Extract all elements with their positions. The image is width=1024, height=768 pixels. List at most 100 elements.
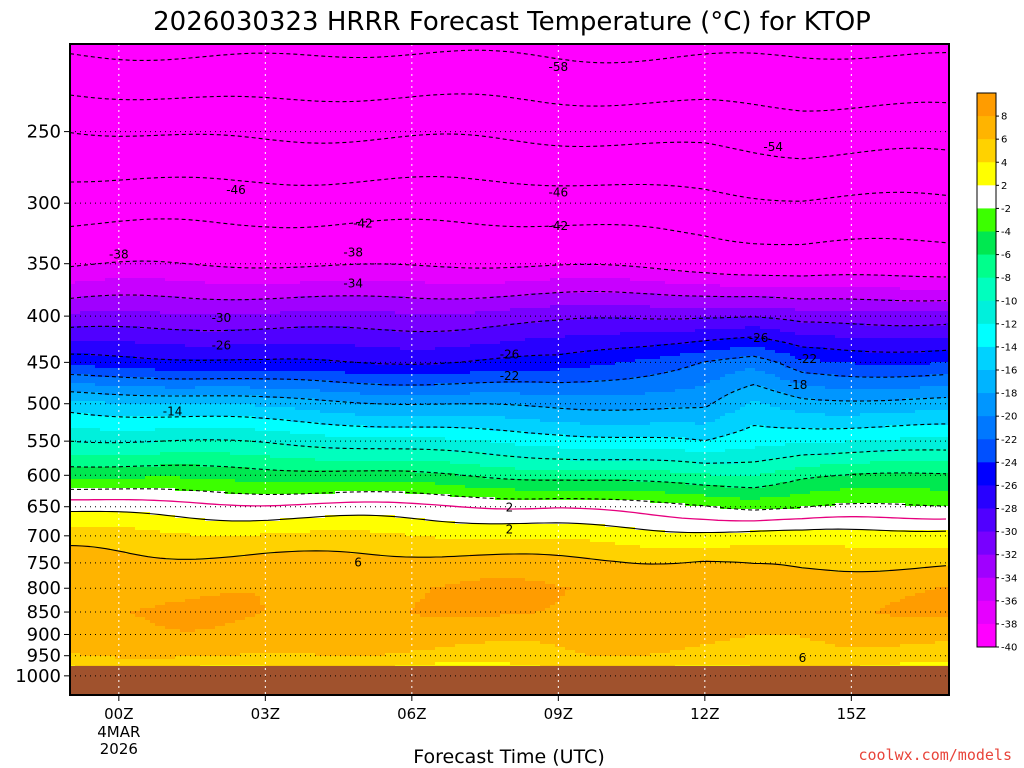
temperature-cell [435,428,441,438]
temperature-cell [430,314,436,333]
temperature-cell [170,560,176,603]
temperature-cell [910,596,916,618]
temperature-cell [310,44,316,267]
temperature-cell [740,275,746,288]
temperature-cell [510,266,516,282]
temperature-cell [785,44,791,276]
temperature-cell [790,332,796,345]
temperature-cell [415,44,421,267]
temperature-cell [910,398,916,414]
temperature-cell [600,524,606,543]
temperature-cell [735,287,741,297]
temperature-cell [335,413,341,426]
temperature-cell [890,275,896,288]
colorbar-label: 2 [1001,181,1007,192]
temperature-cell [85,383,91,393]
temperature-cell [860,299,866,312]
temperature-cell [515,458,521,471]
temperature-cell [245,617,251,654]
temperature-cell [625,461,631,471]
temperature-cell [90,512,96,528]
temperature-cell [805,335,811,348]
temperature-cell [760,545,766,564]
temperature-cell [240,395,246,405]
temperature-cell [620,293,626,306]
temperature-cell [535,446,541,459]
temperature-cell [610,350,616,366]
temperature-cell [930,437,936,450]
temperature-cell [320,380,326,393]
temperature-cell [245,521,251,537]
temperature-cell [450,464,456,474]
contour-label: -18 [788,378,808,392]
temperature-cell [305,266,311,282]
temperature-cell [265,314,271,330]
temperature-cell [575,491,581,501]
temperature-cell [645,449,651,462]
temperature-cell [715,548,721,564]
temperature-cell [530,419,536,435]
temperature-cell [885,311,891,327]
temperature-cell [285,311,291,330]
temperature-cell [750,308,756,318]
temperature-cell [610,266,616,279]
temperature-cell [700,284,706,297]
temperature-cell [705,560,711,645]
temperature-cell [395,491,401,519]
temperature-cell [205,656,211,666]
temperature-cell [605,479,611,492]
temperature-cell [305,446,311,459]
temperature-cell [885,530,891,549]
temperature-cell [425,365,431,375]
colorbar-label: -12 [1001,319,1017,330]
temperature-cell [525,479,531,492]
temperature-cell [625,332,631,348]
temperature-cell [565,335,571,354]
temperature-cell [885,287,891,300]
temperature-cell [410,416,416,429]
temperature-cell [390,263,396,282]
temperature-cell [285,419,291,432]
temperature-cell [670,473,676,483]
temperature-cell [585,278,591,294]
temperature-cell [190,389,196,396]
temperature-cell [185,491,191,519]
temperature-cell [610,365,616,381]
colorbar-swatch [977,116,996,140]
temperature-cell [755,317,761,327]
temperature-cell [715,437,721,453]
temperature-cell [680,332,686,345]
temperature-cell [650,449,656,462]
temperature-cell [235,593,241,621]
temperature-cell [300,533,306,552]
temperature-cell [810,545,816,570]
temperature-cell [710,329,716,342]
temperature-cell [105,263,111,279]
temperature-cell [240,665,246,667]
temperature-cell [360,491,366,516]
temperature-cell [580,557,586,654]
pressure-gridlines [70,44,949,695]
temperature-cell [90,416,96,429]
temperature-cell [375,395,381,405]
temperature-cell [635,530,641,546]
temperature-cell [665,320,671,333]
temperature-cell [940,350,946,363]
temperature-cell [585,491,591,501]
temperature-cell [455,299,461,315]
temperature-cell [850,323,856,339]
temperature-cell [485,539,491,555]
temperature-cell [940,44,946,279]
temperature-cell [445,494,451,522]
temperature-cell [385,404,391,417]
temperature-cell [675,371,681,390]
temperature-cell [300,359,306,372]
temperature-cell [705,341,711,351]
temperature-cell [120,659,126,667]
temperature-cell [825,323,831,336]
temperature-cell [190,347,196,360]
temperature-cell [155,311,161,330]
temperature-cell [85,365,91,375]
temperature-cell [465,497,471,525]
temperature-cell [270,398,276,408]
